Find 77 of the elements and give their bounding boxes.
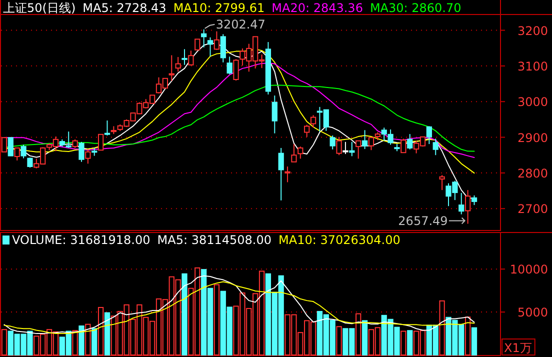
candlestick [78,141,84,162]
candlestick [85,148,91,164]
y-tick-label: 3200 [517,24,548,38]
candlestick [284,166,290,183]
legend-label: VOLUME: 31681918.00 [12,233,150,247]
bar [78,325,84,356]
candlestick [471,194,478,206]
candlestick [426,126,432,145]
candlestick [336,136,342,156]
candlestick [342,141,348,155]
y-tick-label: 10000 [510,262,548,277]
bar [407,330,413,356]
y-tick-label: 5000 [517,306,548,320]
candlestick [291,144,297,162]
candlestick [226,56,232,75]
candlestick [464,190,471,224]
candlestick [233,58,239,82]
candlestick [175,56,181,72]
bar [439,300,445,356]
y-tick-label: 2900 [517,130,548,145]
candlestick [104,120,110,136]
candlestick [310,114,316,128]
candlestick [278,147,284,201]
candlestick [368,137,374,151]
annotation: 2657.49 [398,214,448,228]
text: MA10: 37026304.00 [278,233,400,247]
candlestick [66,131,72,148]
candlestick [304,124,310,138]
candlestick [207,36,214,57]
candlestick [362,130,368,150]
text: MA5: 38114508.00 [157,233,272,247]
candlestick [400,138,406,154]
text: MA30: 2860.70 [370,1,462,15]
candlestick [356,140,362,160]
bar [362,320,368,356]
bar [85,324,91,356]
candlestick [330,134,336,150]
y-axis-title: X1万 [504,341,532,355]
text: MA5: 2728.43 [82,1,166,15]
text: MA10: 2799.61 [173,1,265,15]
text: MA20: 2843.36 [272,1,363,15]
candlestick [220,34,226,63]
candlestick [98,134,104,151]
bar [400,330,406,356]
bar [92,328,98,356]
y-tick-label: 3000 [517,95,548,110]
candlestick [168,54,174,82]
candlestick [298,146,304,160]
bar [104,312,110,356]
candlestick [182,48,188,66]
candlestick [432,138,438,156]
candlestick [8,137,14,156]
candlestick [439,174,445,191]
y-tick-label: 2800 [517,166,548,180]
candlestick [194,38,200,50]
candlestick [188,50,194,66]
candlestick [14,147,20,161]
annotation: 3202.47 [216,17,266,32]
candlestick [1,137,8,152]
bar [182,273,188,356]
candlestick [458,192,464,215]
bar [464,316,471,356]
bar [72,330,78,356]
candlestick [272,95,278,134]
y-tick-label: 2700 [517,202,548,216]
bar [98,306,104,356]
bar [356,313,362,356]
chart-title: 上证50(日线) [3,1,76,15]
candlestick [201,28,207,48]
bar [336,326,342,356]
y-tick-label: 3100 [517,59,548,74]
bar [471,327,478,356]
candlestick [27,157,33,168]
candlestick [407,134,413,150]
bar [1,329,8,356]
bar [214,284,220,356]
candlestick [20,144,26,159]
